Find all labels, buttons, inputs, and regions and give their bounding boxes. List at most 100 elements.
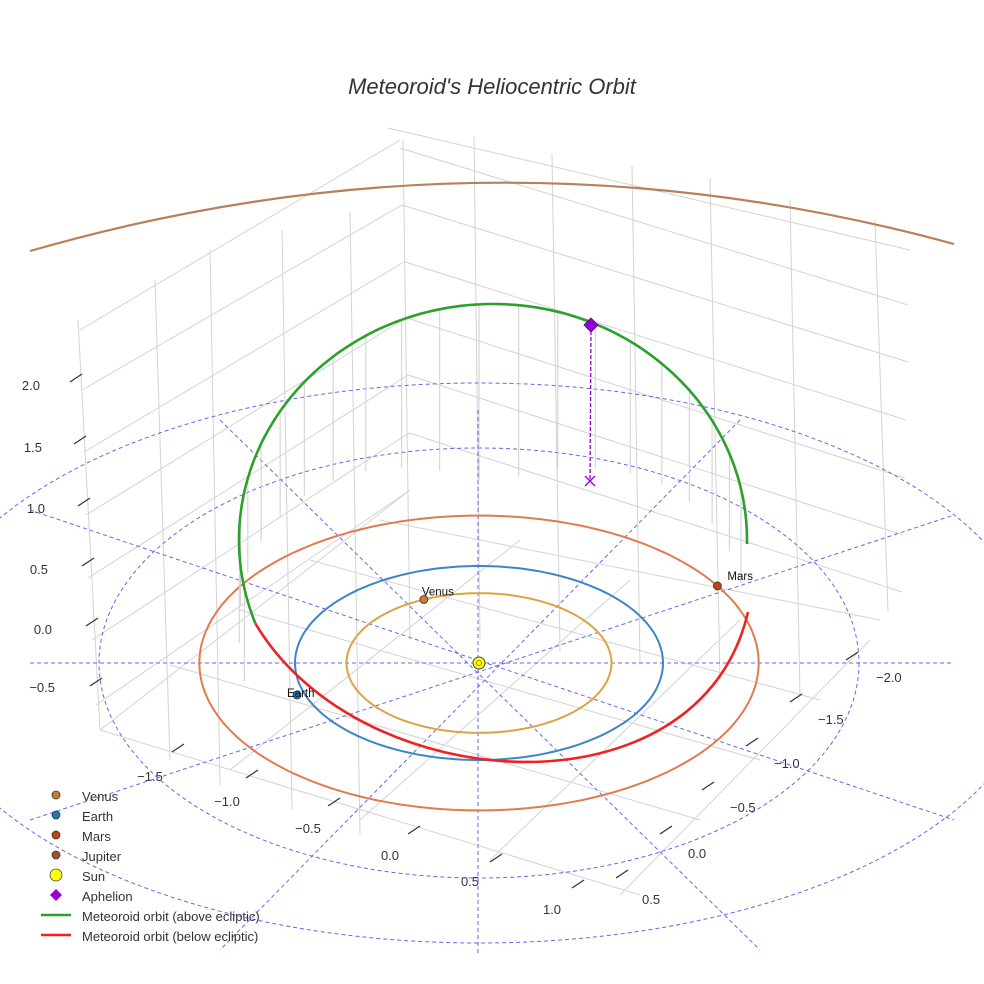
grid-line — [99, 729, 641, 896]
grid-line — [79, 139, 401, 331]
legend-item: Earth — [40, 806, 260, 826]
grid-line — [91, 432, 410, 641]
grid-line — [407, 374, 904, 536]
legend-swatch — [49, 868, 63, 882]
meteoroid-orbit — [237, 302, 750, 764]
legend: Venus Earth Mars Jupiter Sun Aphelion Meteoroi… — [40, 786, 260, 946]
legend-swatch — [51, 850, 61, 860]
legend-item: Meteoroid orbit (above ecliptic) — [40, 906, 260, 926]
legend-swatch — [51, 790, 61, 800]
mars-orbit — [198, 514, 760, 812]
grid-line — [309, 559, 821, 701]
sun-marker — [472, 656, 486, 670]
z-axis-tick-label: 0.5 — [30, 562, 48, 577]
grid-line — [551, 153, 561, 653]
legend-item: Venus — [40, 786, 260, 806]
grid-line — [281, 229, 293, 811]
chart-title: Meteoroid's Heliocentric Orbit — [348, 74, 636, 99]
y-axis-tick-mark — [615, 869, 629, 879]
legend-item: Jupiter — [40, 846, 260, 866]
ecliptic-reference-lines — [0, 382, 984, 954]
mars-label: Mars — [727, 571, 753, 583]
z-axis-tick-mark — [77, 497, 91, 507]
legend-item: Sun — [40, 866, 260, 886]
venus-label: Venus — [422, 586, 454, 598]
x-axis-tick-mark — [327, 797, 341, 807]
legend-label: Sun — [82, 868, 106, 884]
legend-label: Meteoroid orbit (below ecliptic) — [82, 928, 259, 944]
grid-line — [789, 199, 801, 696]
x-axis-tick-label: −0.5 — [295, 821, 321, 836]
meteoroid-orbit-below — [254, 611, 750, 764]
z-axis-tick-mark — [73, 435, 87, 445]
grid-line — [239, 609, 761, 761]
grid-line — [404, 261, 907, 421]
legend-swatch — [41, 933, 71, 937]
grid-line — [619, 639, 871, 896]
legend-label: Jupiter — [82, 848, 122, 864]
legend-swatch — [51, 830, 61, 840]
legend-marker — [51, 850, 61, 860]
z-axis-tick-label: 0.0 — [34, 622, 52, 637]
y-axis-tick-label: −2.0 — [876, 670, 902, 685]
earth-label: Earth — [287, 688, 315, 700]
y-axis-tick-mark — [701, 781, 715, 791]
y-axis-tick-mark — [845, 651, 859, 661]
z-axis-tick-label: −0.5 — [29, 680, 55, 695]
legend-item: Meteoroid orbit (below ecliptic) — [40, 926, 260, 946]
y-axis-tick-label: −0.5 — [730, 800, 756, 815]
ecliptic-axis-line — [29, 514, 955, 821]
x-axis-tick-mark — [407, 825, 421, 835]
grid-line — [399, 147, 909, 306]
x-axis-tick-label: 0.0 — [381, 848, 399, 863]
venus-orbit — [345, 592, 613, 734]
planet-orbits — [29, 181, 955, 812]
y-axis-tick-mark — [789, 693, 803, 703]
bodies: Venus Earth Mars — [287, 317, 753, 700]
grid-line — [359, 579, 631, 821]
grid-line — [169, 664, 701, 821]
z-axis-tick-mark — [69, 373, 83, 383]
legend-swatch — [50, 889, 62, 901]
legend-swatch — [51, 810, 61, 820]
earth-marker — [292, 690, 302, 700]
legend-label: Aphelion — [82, 888, 133, 904]
grid-line — [489, 619, 741, 861]
ecliptic-axis-line — [219, 419, 741, 951]
x-axis-tick-mark — [171, 743, 185, 753]
x-axis-tick-label: 1.0 — [543, 902, 561, 917]
legend-marker — [49, 868, 63, 882]
sun-core — [476, 660, 482, 666]
grid-line — [99, 489, 411, 731]
grid-line — [631, 165, 641, 666]
grid-line — [229, 539, 521, 771]
axis-ticks: −0.5 0.0 0.5 1.0 1.5 2.0 −1.5 −1.0 −0.5 0.0 0.5 1.0… — [22, 373, 902, 917]
legend-marker — [51, 810, 61, 820]
legend-item: Mars — [40, 826, 260, 846]
grid-line — [95, 489, 411, 706]
z-axis-tick-mark — [89, 677, 103, 687]
legend-marker — [50, 889, 62, 901]
z-axis-tick-label: 2.0 — [22, 378, 40, 393]
legend-label: Earth — [82, 808, 114, 824]
y-axis-tick-label: 0.0 — [688, 846, 706, 861]
grid-line — [473, 135, 481, 641]
grid-line — [209, 249, 221, 786]
aphelion-drop-line — [589, 324, 592, 482]
aphelion-marker — [583, 317, 599, 333]
z-axis-tick-label: 1.5 — [24, 440, 42, 455]
legend-label: Mars — [82, 828, 111, 844]
x-axis-tick-mark — [245, 769, 259, 779]
grid-line — [401, 204, 909, 363]
grid-line — [406, 317, 906, 479]
grid-line — [83, 261, 405, 453]
legend-swatch — [41, 913, 71, 917]
legend-marker — [51, 790, 61, 800]
y-axis-tick-label: −1.5 — [818, 712, 844, 727]
x-axis-tick-label: 0.5 — [461, 874, 479, 889]
orbit-drop-lines — [238, 304, 742, 682]
z-axis-tick-label: 1.0 — [27, 501, 45, 516]
ecliptic-axis-line — [29, 509, 955, 821]
z-axis-tick-mark — [81, 557, 95, 567]
